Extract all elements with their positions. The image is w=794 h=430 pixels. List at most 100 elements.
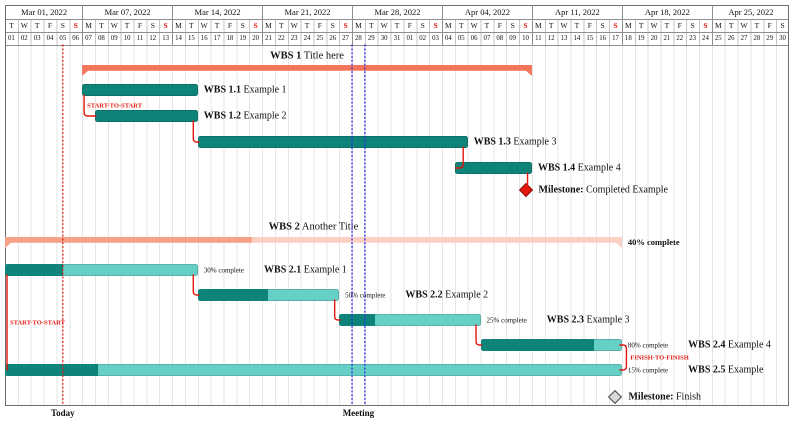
label-bold: WBS 2.3 — [546, 314, 585, 326]
day-letter: S — [60, 21, 65, 30]
day-letter: S — [73, 21, 78, 30]
task-label-row-t12: WBS 1.2 Example 2 — [204, 111, 287, 122]
day-number: 21 — [265, 35, 272, 42]
day-number: 17 — [213, 35, 221, 42]
day-number: 02 — [419, 35, 427, 42]
day-number: 31 — [393, 35, 401, 42]
label-rest: Example 4 — [725, 339, 771, 351]
task-progress-fill — [197, 289, 269, 301]
milestone-label-m1: Milestone: Completed Example — [539, 185, 668, 196]
task-label-row-t25: 15% complete WBS 2.5 Example — [628, 365, 764, 376]
task-progress-label: 80% complete — [627, 341, 669, 349]
calendar-week-label: Mar 01, 2022 — [21, 7, 68, 17]
week-separator — [352, 5, 354, 45]
label-bold: WBS 2.4 — [688, 339, 726, 351]
group-title-g1: WBS 1 Title here — [270, 51, 344, 62]
calendar-week-label: Mar 14, 2022 — [194, 7, 241, 17]
day-number: 25 — [316, 35, 324, 42]
day-letter: M — [85, 21, 92, 30]
day-letter: T — [548, 21, 554, 30]
day-number: 24 — [702, 35, 709, 42]
task-bar-t13 — [197, 136, 468, 148]
day-letter: S — [703, 21, 708, 30]
day-letter: T — [664, 21, 670, 30]
group-progress-fill — [5, 237, 252, 248]
day-number: 20 — [252, 35, 259, 42]
day-letter: W — [20, 21, 28, 30]
day-number: 07 — [85, 35, 92, 42]
task-label: WBS 2.5 Example — [688, 365, 763, 376]
task-label-row-t14: WBS 1.4 Example 4 — [538, 163, 621, 174]
label-bold: WBS 2.1 — [264, 264, 302, 276]
day-letter: T — [189, 21, 194, 30]
link-label-t11-t12: START-TO-START — [87, 102, 143, 109]
day-number: 10 — [123, 35, 131, 42]
day-letter: F — [227, 21, 232, 30]
day-number: 04 — [444, 35, 452, 42]
day-number: 23 — [689, 35, 696, 42]
day-letter: W — [380, 21, 388, 30]
today-label: Today — [50, 408, 75, 418]
task-label: WBS 2.3 Example 3 — [547, 315, 630, 326]
label-bold: WBS 2.5 — [688, 364, 726, 376]
label-bold: WBS 1.3 — [473, 136, 511, 148]
day-letter: T — [574, 21, 580, 30]
label-bold: WBS 1.2 — [203, 110, 242, 122]
day-number: 06 — [72, 35, 80, 42]
day-number: 29 — [766, 35, 774, 42]
day-number: 11 — [535, 35, 542, 42]
task-label: WBS 2.4 Example 4 — [688, 340, 771, 351]
day-letter: F — [137, 21, 143, 30]
day-letter: M — [535, 21, 542, 30]
day-number: 18 — [226, 35, 234, 42]
day-number: 28 — [355, 35, 362, 42]
day-letter: M — [265, 21, 272, 30]
day-number: 05 — [457, 35, 465, 42]
task-bar-t23 — [339, 314, 481, 326]
task-label-row-t24: 80% complete WBS 2.4 Example 4 — [628, 340, 771, 351]
day-letter: T — [9, 21, 14, 30]
day-number: 24 — [303, 35, 311, 42]
day-letter: S — [253, 21, 258, 30]
day-number: 01 — [8, 35, 15, 42]
task-label-row-t23: 25% complete WBS 2.3 Example 3 — [487, 315, 630, 326]
day-letter: T — [458, 21, 464, 30]
day-number: 08 — [496, 35, 504, 42]
day-letter: W — [470, 21, 478, 30]
day-number: 27 — [342, 35, 349, 42]
day-letter: M — [445, 21, 452, 30]
task-progress-label: 25% complete — [486, 316, 527, 324]
day-letter: F — [497, 21, 502, 30]
task-label: WBS 2.2 Example 2 — [405, 290, 488, 301]
label-bold: WBS 1 — [270, 50, 302, 62]
day-letter: F — [407, 21, 412, 30]
task-label: WBS 1.1 Example 1 — [204, 85, 287, 96]
day-number: 30 — [380, 35, 388, 42]
task-label-row-t22: 50% complete WBS 2.2 Example 2 — [345, 290, 488, 301]
label-bold: WBS 2 — [268, 221, 300, 233]
day-number: 19 — [239, 35, 247, 42]
label-rest: Example 3 — [510, 136, 557, 148]
day-number: 28 — [753, 35, 761, 42]
task-bar-t25 — [5, 364, 622, 376]
label-rest: Finish — [673, 391, 701, 403]
header-divider — [5, 32, 789, 33]
label-bold: WBS 2.2 — [405, 289, 443, 301]
label-rest: Another Title — [299, 221, 359, 233]
task-label: WBS 2.1 Example 1 — [264, 265, 347, 276]
day-letter: W — [200, 21, 208, 30]
day-letter: S — [330, 21, 335, 30]
label-bold: WBS 1.1 — [203, 84, 242, 96]
week-separator — [531, 5, 533, 45]
task-progress-fill — [339, 314, 375, 326]
header-divider — [5, 45, 789, 46]
week-separator — [711, 5, 713, 45]
day-letter: T — [99, 21, 104, 30]
day-number: 16 — [599, 35, 607, 42]
day-letter: W — [740, 21, 748, 30]
body-day-grid — [5, 45, 789, 406]
day-number: 12 — [547, 35, 555, 42]
day-number: 05 — [59, 35, 67, 42]
day-number: 13 — [560, 35, 568, 42]
task-progress-fill — [480, 339, 594, 351]
